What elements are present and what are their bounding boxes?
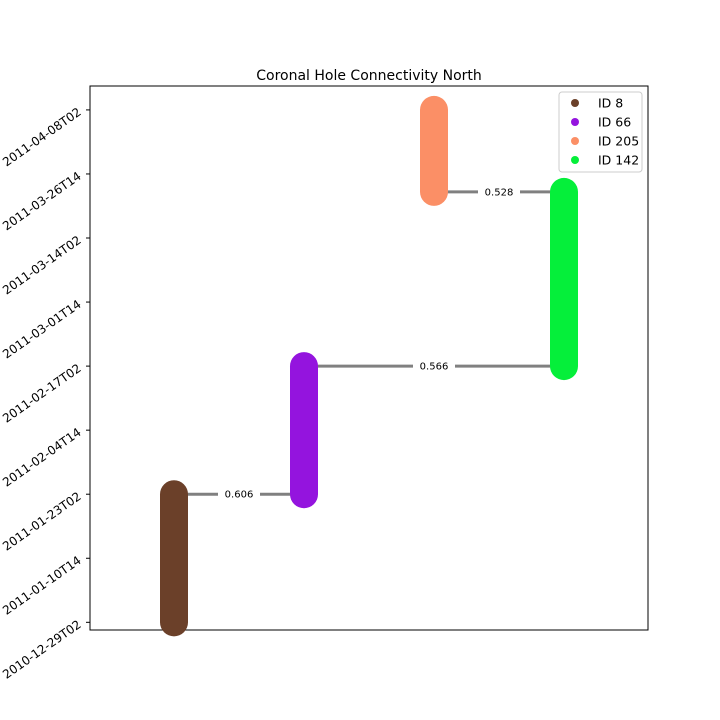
- y-tick-label: 2010-12-29T02: [0, 617, 84, 681]
- y-tick-label: 2011-01-23T02: [0, 489, 84, 553]
- legend-box: [558, 91, 643, 173]
- y-tick-label: 2011-02-17T02: [0, 361, 84, 425]
- y-tick-label: 2011-01-10T14: [0, 553, 84, 617]
- edge-weight-label: 0.566: [420, 362, 449, 373]
- legend-label-id-66: ID 66: [598, 115, 631, 130]
- legend-marker-id-66: [571, 118, 579, 126]
- edge-weight-label: 0.606: [225, 490, 254, 501]
- edge-label-background: [413, 359, 455, 374]
- edge-label-background: [478, 184, 520, 199]
- legend-marker-id-8: [571, 99, 579, 107]
- y-tick-label: 2011-03-26T14: [0, 169, 84, 233]
- edge-weight-label: 0.528: [485, 187, 514, 198]
- y-tick-label: 2011-03-01T14: [0, 297, 84, 361]
- legend-marker-id-205: [571, 137, 579, 145]
- edge-label-background: [218, 487, 260, 502]
- chart-title: Coronal Hole Connectivity North: [256, 68, 482, 84]
- legend-label-id-8: ID 8: [598, 96, 623, 111]
- legend-marker-id-142: [571, 156, 579, 164]
- y-tick-label: 2011-03-14T02: [0, 233, 84, 297]
- legend-label-id-205: ID 205: [598, 134, 639, 149]
- y-tick-label: 2011-02-04T14: [0, 425, 84, 489]
- plot-area: [89, 85, 649, 631]
- legend-label-id-142: ID 142: [598, 153, 639, 168]
- y-tick-label: 2011-04-08T02: [0, 105, 84, 169]
